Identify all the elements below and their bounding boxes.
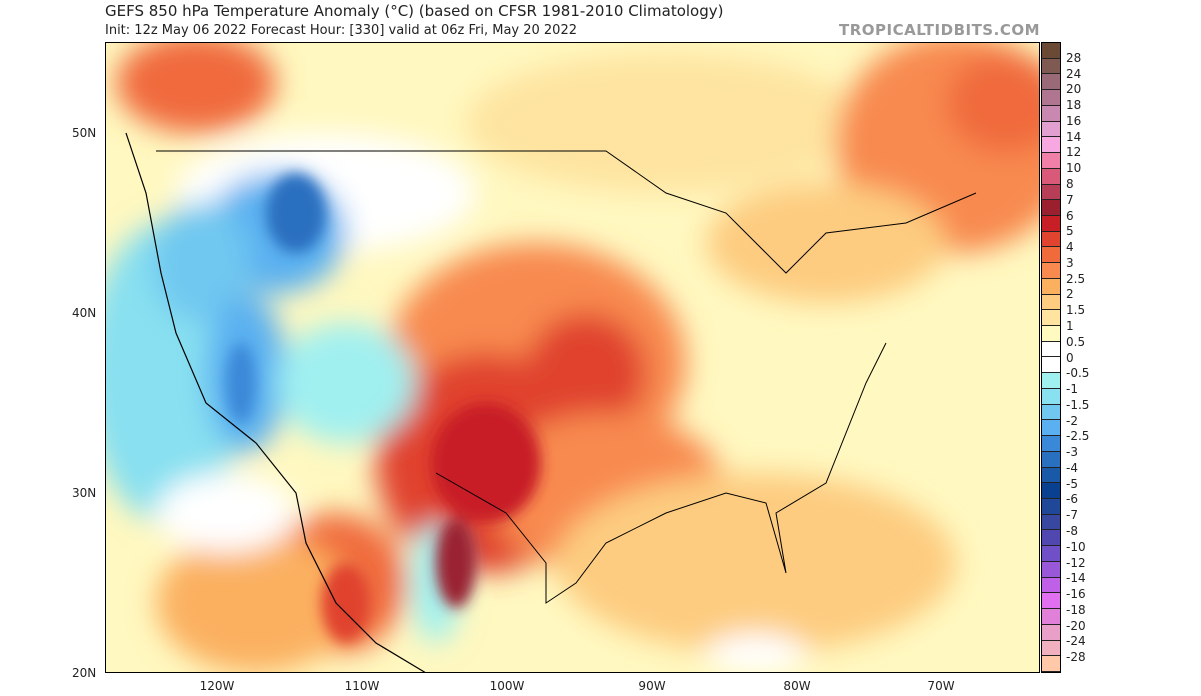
coastline [125, 132, 426, 672]
colorbar-label: 20 [1066, 82, 1082, 97]
colorbar-label: 12 [1066, 145, 1082, 160]
colorbar-bin [1042, 43, 1060, 59]
colorbar-label: -24 [1066, 634, 1086, 649]
colorbar-bin [1042, 278, 1060, 295]
lon-label: 70W [927, 679, 955, 693]
lon-label: 90W [638, 679, 666, 693]
colorbar-label: -28 [1066, 650, 1086, 665]
colorbar-label: 8 [1066, 176, 1074, 191]
colorbar [1041, 42, 1061, 673]
colorbar-label: -1 [1066, 382, 1078, 397]
colorbar-label: 7 [1066, 192, 1074, 207]
colorbar-label: 14 [1066, 129, 1082, 144]
colorbar-label: -2 [1066, 413, 1078, 428]
colorbar-label: 1 [1066, 318, 1074, 333]
map-subtitle: Init: 12z May 06 2022 Forecast Hour: [33… [105, 23, 577, 38]
colorbar-bin [1042, 74, 1060, 91]
colorbar-bin [1042, 373, 1060, 389]
colorbar-bin [1042, 341, 1060, 358]
colorbar-bin [1042, 137, 1060, 154]
colorbar-label: 6 [1066, 208, 1074, 223]
colorbar-label: 2.5 [1066, 271, 1086, 286]
colorbar-label: 28 [1066, 50, 1082, 65]
colorbar-bin [1042, 577, 1060, 594]
lat-label: 20N [72, 666, 97, 680]
colorbar-label: 24 [1066, 66, 1082, 81]
colorbar-label: -10 [1066, 539, 1086, 554]
colorbar-bin [1042, 247, 1060, 264]
colorbar-label: 16 [1066, 113, 1082, 128]
colorbar-label: -8 [1066, 524, 1078, 539]
colorbar-bin [1042, 420, 1060, 437]
colorbar-bin [1042, 388, 1060, 405]
colorbar-label: 2 [1066, 287, 1074, 302]
lon-label: 110W [344, 679, 380, 693]
gulf-coast [435, 342, 887, 604]
colorbar-bin [1042, 153, 1060, 169]
colorbar-bin [1042, 105, 1060, 122]
colorbar-bin [1042, 263, 1060, 279]
colorbar-bin [1042, 451, 1060, 468]
colorbar-label: -6 [1066, 492, 1078, 507]
lat-label: 50N [72, 126, 97, 140]
colorbar-label: 10 [1066, 161, 1082, 176]
us-canada-border [156, 150, 977, 274]
anomaly-map [105, 42, 1040, 673]
colorbar-label: -1.5 [1066, 397, 1090, 412]
colorbar-bin [1042, 624, 1060, 641]
colorbar-label: 18 [1066, 98, 1082, 113]
colorbar-bin [1042, 561, 1060, 578]
colorbar-label: 1.5 [1066, 303, 1086, 318]
colorbar-bin [1042, 231, 1060, 248]
lon-label: 100W [489, 679, 525, 693]
colorbar-label: -5 [1066, 476, 1078, 491]
colorbar-label: 4 [1066, 240, 1074, 255]
colorbar-bin [1042, 436, 1060, 452]
colorbar-label: 3 [1066, 255, 1074, 270]
colorbar-label: -7 [1066, 508, 1078, 523]
colorbar-bin [1042, 168, 1060, 185]
colorbar-label: -18 [1066, 602, 1086, 617]
colorbar-bin [1042, 467, 1060, 484]
colorbar-label: 5 [1066, 224, 1074, 239]
colorbar-bin [1042, 121, 1060, 138]
colorbar-bin [1042, 200, 1060, 216]
brand-watermark: TROPICALTIDBITS.COM [839, 21, 1040, 39]
map-title: GEFS 850 hPa Temperature Anomaly (°C) (b… [105, 2, 724, 20]
colorbar-bin [1042, 656, 1060, 672]
anomaly-field [106, 43, 1039, 672]
colorbar-bin [1042, 530, 1060, 547]
colorbar-bin [1042, 514, 1060, 531]
colorbar-bin [1042, 546, 1060, 562]
colorbar-label: -0.5 [1066, 366, 1090, 381]
colorbar-bin [1042, 640, 1060, 657]
colorbar-bin [1042, 499, 1060, 515]
colorbar-bin [1042, 609, 1060, 625]
colorbar-label: -16 [1066, 587, 1086, 602]
colorbar-bin [1042, 593, 1060, 610]
colorbar-label: -3 [1066, 445, 1078, 460]
colorbar-bin [1042, 90, 1060, 106]
lat-label: 30N [72, 486, 97, 500]
colorbar-bin [1042, 184, 1060, 201]
colorbar-bin [1042, 294, 1060, 311]
colorbar-label: 0.5 [1066, 334, 1086, 349]
colorbar-label: -2.5 [1066, 429, 1090, 444]
colorbar-label: -20 [1066, 618, 1086, 633]
colorbar-bin [1042, 58, 1060, 75]
colorbar-bin [1042, 404, 1060, 421]
lat-label: 40N [72, 306, 97, 320]
colorbar-bin [1042, 483, 1060, 500]
colorbar-label: -14 [1066, 571, 1086, 586]
colorbar-label: 0 [1066, 350, 1074, 365]
colorbar-bin [1042, 357, 1060, 374]
colorbar-label: -4 [1066, 460, 1078, 475]
colorbar-label: -12 [1066, 555, 1086, 570]
colorbar-bin [1042, 326, 1060, 342]
colorbar-bin [1042, 215, 1060, 232]
lon-label: 80W [783, 679, 811, 693]
lon-label: 120W [199, 679, 235, 693]
colorbar-bin [1042, 310, 1060, 327]
